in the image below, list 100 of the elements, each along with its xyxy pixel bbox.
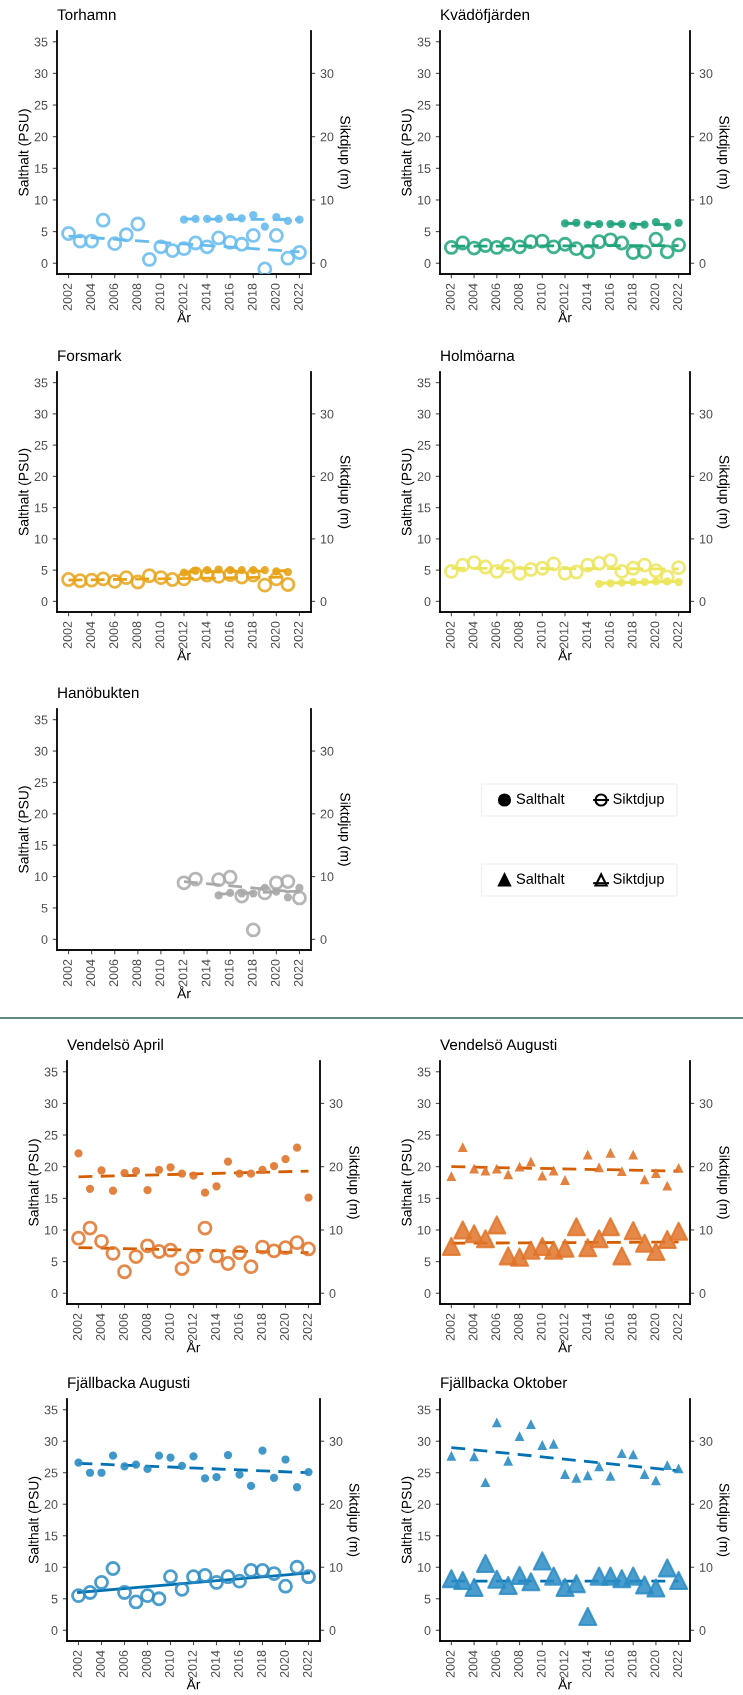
y2-axis-title: Siktdjup (m) — [337, 455, 351, 529]
x-tick-label: 2006 — [109, 959, 119, 987]
x-tick-label: 2014 — [201, 283, 211, 311]
y-tick-label: 35 — [417, 1405, 431, 1415]
x-tick-label: 2016 — [604, 621, 614, 649]
y-axis-title: Salthalt (PSU) — [28, 1139, 42, 1226]
x-tick-label: 2002 — [445, 1650, 455, 1678]
y2-tick-label: 10 — [320, 534, 334, 544]
y-tick-label: 25 — [44, 1130, 58, 1140]
x-tick-label: 2012 — [178, 283, 188, 311]
x-tick-label: 2008 — [132, 283, 142, 311]
y2-tick-label: 20 — [699, 472, 713, 482]
x-tick-label: 2002 — [73, 1650, 82, 1678]
chart-title: Vendelsö April — [67, 1038, 163, 1054]
x-tick-label: 2002 — [445, 1313, 455, 1341]
x-tick-label: 2002 — [445, 621, 455, 649]
y-tick-label: 30 — [44, 1099, 58, 1109]
x-tick-label: 2012 — [559, 1313, 569, 1341]
x-tick-label: 2020 — [650, 621, 660, 649]
x-tick-label: 2008 — [142, 1313, 151, 1341]
x-tick-label: 2020 — [270, 283, 280, 311]
x-tick-label: 2004 — [86, 283, 95, 311]
y-tick-label: 20 — [44, 1162, 58, 1172]
y-tick-label: 35 — [417, 37, 431, 47]
x-tick-label: 2022 — [673, 283, 682, 311]
y2-tick-label: 0 — [699, 597, 706, 607]
y-tick-label: 20 — [34, 809, 48, 819]
x-tick-label: 2020 — [650, 1650, 660, 1678]
y2-tick-label: 30 — [320, 409, 334, 419]
x-tick-label: 2022 — [293, 959, 303, 987]
x-tick-label: 2022 — [303, 1313, 312, 1341]
x-axis-title: År — [186, 1340, 201, 1353]
x-tick-label: 2010 — [155, 621, 165, 649]
x-tick-label: 2010 — [536, 283, 546, 311]
y2-tick-label: 0 — [699, 259, 706, 268]
y-tick-label: 5 — [424, 1257, 431, 1267]
y2-tick-label: 30 — [329, 1099, 343, 1109]
x-tick-label: 2018 — [627, 621, 637, 649]
x-tick-label: 2002 — [63, 283, 72, 311]
x-tick-label: 2006 — [491, 283, 501, 311]
y-tick-label: 35 — [417, 1067, 431, 1077]
y-tick-label: 0 — [41, 935, 48, 944]
y-tick-label: 0 — [424, 1626, 431, 1635]
y-tick-label: 25 — [417, 1468, 431, 1478]
chart-title: Vendelsö Augusti — [440, 1038, 557, 1054]
x-tick-label: 2008 — [514, 1650, 523, 1678]
y2-tick-label: 20 — [320, 472, 334, 482]
y-tick-label: 35 — [417, 378, 431, 388]
chart-title: Holmöarna — [441, 349, 515, 362]
x-tick-label: 2016 — [224, 621, 234, 649]
x-tick-label: 2022 — [673, 1650, 682, 1678]
y2-tick-label: 10 — [329, 1225, 343, 1235]
x-tick-label: 2020 — [280, 1650, 289, 1678]
y-axis-title: Salthalt (PSU) — [401, 109, 415, 196]
x-tick-label: 2010 — [165, 1650, 174, 1678]
y-tick-label: 10 — [35, 872, 48, 882]
y2-tick-label: 0 — [329, 1626, 336, 1635]
y-tick-label: 5 — [41, 566, 48, 575]
y2-tick-label: 10 — [320, 872, 334, 882]
x-tick-label: 2012 — [178, 959, 188, 987]
y-tick-label: 35 — [44, 1405, 58, 1415]
y-tick-label: 15 — [418, 164, 431, 173]
y2-tick-label: 20 — [329, 1162, 343, 1172]
y2-tick-label: 10 — [699, 534, 713, 544]
x-tick-label: 2018 — [627, 1650, 637, 1678]
x-tick-label: 2014 — [582, 283, 592, 311]
x-tick-label: 2002 — [73, 1313, 82, 1341]
x-tick-label: 2014 — [582, 621, 592, 649]
y2-tick-label: 0 — [699, 1289, 706, 1298]
y-tick-label: 35 — [44, 1067, 58, 1077]
y2-tick-label: 20 — [699, 1162, 713, 1172]
x-tick-label: 2012 — [559, 1650, 569, 1678]
y-tick-label: 15 — [418, 1194, 431, 1203]
x-tick-label: 2018 — [247, 283, 257, 311]
x-tick-label: 2022 — [673, 1313, 682, 1341]
y2-axis-title: Siktdjup (m) — [716, 116, 730, 189]
y2-tick-label: 20 — [699, 132, 713, 142]
x-tick-label: 2018 — [627, 283, 637, 311]
x-tick-label: 2008 — [132, 621, 142, 649]
y-tick-label: 30 — [34, 69, 48, 79]
x-tick-label: 2012 — [178, 621, 188, 649]
y2-tick-label: 30 — [320, 69, 334, 79]
x-tick-label: 2020 — [650, 283, 660, 311]
y2-tick-label: 0 — [320, 597, 327, 607]
y2-tick-label: 20 — [699, 1500, 713, 1509]
x-tick-label: 2004 — [468, 621, 478, 649]
y-tick-label: 30 — [34, 746, 48, 756]
y-tick-label: 15 — [45, 1531, 58, 1541]
x-tick-label: 2012 — [559, 621, 569, 649]
y2-tick-label: 30 — [699, 409, 713, 419]
y-tick-label: 0 — [41, 597, 48, 607]
x-axis-title: År — [186, 1677, 201, 1690]
y2-axis-title: Siktdjup (m) — [337, 116, 351, 189]
y-tick-label: 25 — [34, 440, 48, 450]
y-axis-title: Salthalt (PSU) — [28, 1476, 42, 1564]
x-tick-label: 2022 — [293, 621, 303, 649]
y2-tick-label: 30 — [699, 69, 713, 79]
y-tick-label: 30 — [44, 1437, 58, 1446]
x-tick-label: 2008 — [514, 1313, 523, 1341]
y-axis-title: Salthalt (PSU) — [18, 448, 32, 536]
